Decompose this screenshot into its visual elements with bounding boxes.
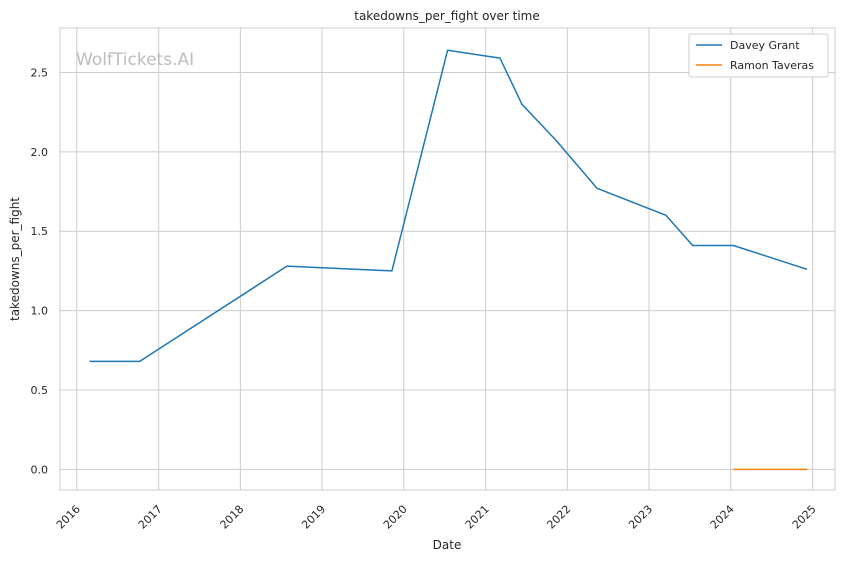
chart-title: takedowns_per_fight over time <box>354 9 540 23</box>
x-tick-label: 2016 <box>54 503 83 532</box>
grid-lines <box>60 28 835 490</box>
x-tick-label: 2019 <box>299 503 328 532</box>
legend-box <box>688 33 829 78</box>
legend-label: Ramon Taveras <box>730 59 814 72</box>
x-tick-label: 2025 <box>790 503 819 532</box>
legend: Davey Grant Ramon Taveras <box>688 33 829 78</box>
watermark-logo: WolfTickets.AI <box>76 50 194 70</box>
series-lines <box>89 49 808 471</box>
y-tick-label: 0.0 <box>31 463 49 476</box>
series-line <box>89 49 808 363</box>
x-tick-label: 2022 <box>544 503 573 532</box>
x-tick-label: 2018 <box>218 503 247 532</box>
x-axis-title: Date <box>433 538 462 552</box>
y-tick-labels: 0.0 0.5 1.0 1.5 2.0 2.5 <box>31 66 49 476</box>
x-tick-label: 2023 <box>626 503 655 532</box>
y-axis-title: takedowns_per_fight <box>8 197 22 321</box>
x-tick-label: 2021 <box>463 503 492 532</box>
x-tick-labels: 2016 2017 2018 2019 2020 2021 2022 2023 2024 2025 <box>54 503 819 532</box>
x-tick-label: 2020 <box>381 503 410 532</box>
y-tick-label: 1.5 <box>31 225 49 238</box>
plot-area <box>59 27 836 491</box>
y-tick-label: 0.5 <box>31 384 49 397</box>
y-tick-label: 2.5 <box>31 66 49 79</box>
legend-label: Davey Grant <box>730 39 800 52</box>
y-tick-label: 2.0 <box>31 146 49 159</box>
y-tick-label: 1.0 <box>31 305 49 318</box>
x-tick-label: 2017 <box>136 503 165 532</box>
x-tick-label: 2024 <box>708 503 737 532</box>
